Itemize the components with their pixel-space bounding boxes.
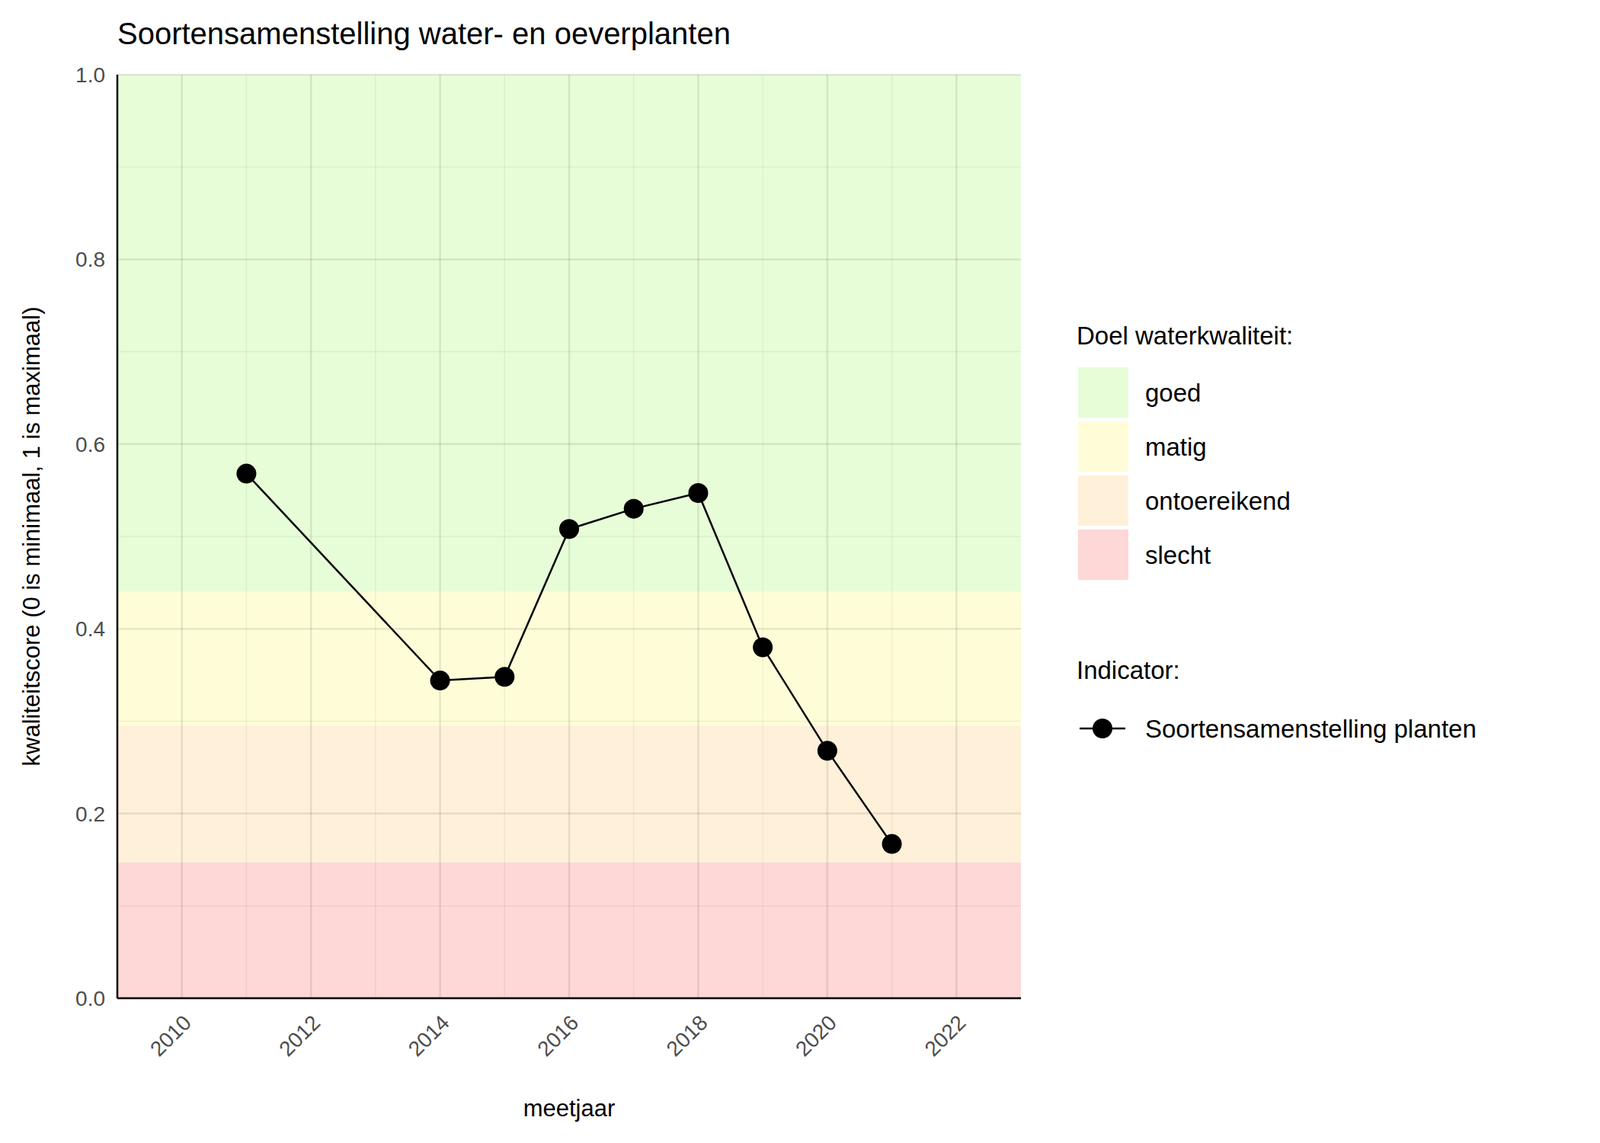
y-tick-label: 0.2 <box>75 802 106 826</box>
x-axis-label: meetjaar <box>523 1094 616 1122</box>
grid-line <box>697 74 700 999</box>
minor-grid-line <box>761 74 764 999</box>
chart: 0.0 0.2 0.4 0.6 0.8 1.0 2010 2012 2014 2016 2018 20… <box>0 0 1600 1143</box>
legend-title: Doel waterkwaliteit: <box>1076 321 1293 350</box>
minor-grid-line <box>374 74 377 999</box>
grid-line <box>955 74 958 999</box>
grid-line <box>310 74 313 999</box>
point <box>752 636 773 657</box>
legend-label: slecht <box>1145 540 1211 570</box>
point <box>236 464 256 484</box>
legend-label: goed <box>1145 378 1201 407</box>
x-tick-label: 2022 <box>920 1010 971 1061</box>
legend-swatch <box>1078 367 1129 418</box>
y-tick-label: 0.0 <box>75 986 106 1011</box>
point <box>882 834 903 855</box>
y-tick-label: 0.6 <box>75 432 106 457</box>
x-tick-label: 2014 <box>403 1010 455 1061</box>
legend-label: ontoereikend <box>1145 486 1291 516</box>
legend-swatch <box>1078 529 1129 580</box>
grid-line <box>117 997 1021 1000</box>
x-tick-label: 2018 <box>662 1010 713 1061</box>
point <box>559 518 580 539</box>
data <box>236 464 902 855</box>
x-tick-label: 2016 <box>532 1010 583 1061</box>
legend-label: matig <box>1145 432 1207 461</box>
minor-grid-line <box>504 74 506 999</box>
y-tick-label: 0.8 <box>75 247 106 272</box>
x-axis-line <box>117 997 1021 1000</box>
y-tick-label: 1.0 <box>75 63 106 87</box>
y-tick-label: 0.4 <box>75 617 106 641</box>
grid-line <box>180 74 183 999</box>
point <box>624 499 644 519</box>
minor-grid-line <box>633 74 635 999</box>
title: Soortensamenstelling water- en oeverplan… <box>117 16 731 51</box>
grid-line <box>826 74 829 999</box>
point <box>494 666 515 687</box>
y-axis-line <box>116 74 119 999</box>
point <box>430 670 451 691</box>
grid-line <box>438 74 442 999</box>
legend-label: Soortensamenstelling planten <box>1145 714 1477 743</box>
bands <box>117 74 1021 999</box>
x-tick-label: 2020 <box>790 1010 842 1061</box>
point <box>817 740 838 761</box>
series-line <box>246 473 892 845</box>
legend-marker <box>1092 718 1113 739</box>
legend-swatch <box>1078 475 1129 526</box>
minor-grid-line <box>891 74 893 999</box>
x-tick-label: 2012 <box>274 1010 325 1061</box>
point <box>688 483 708 503</box>
legend-swatch <box>1078 421 1129 472</box>
y-axis-label: kwaliteitscore (0 is minimaal, 1 is maxi… <box>18 307 45 767</box>
legend-title: Indicator: <box>1076 656 1181 685</box>
minor-grid-line <box>246 74 248 999</box>
x-tick-label: 2010 <box>145 1010 196 1061</box>
grid <box>117 74 1021 999</box>
